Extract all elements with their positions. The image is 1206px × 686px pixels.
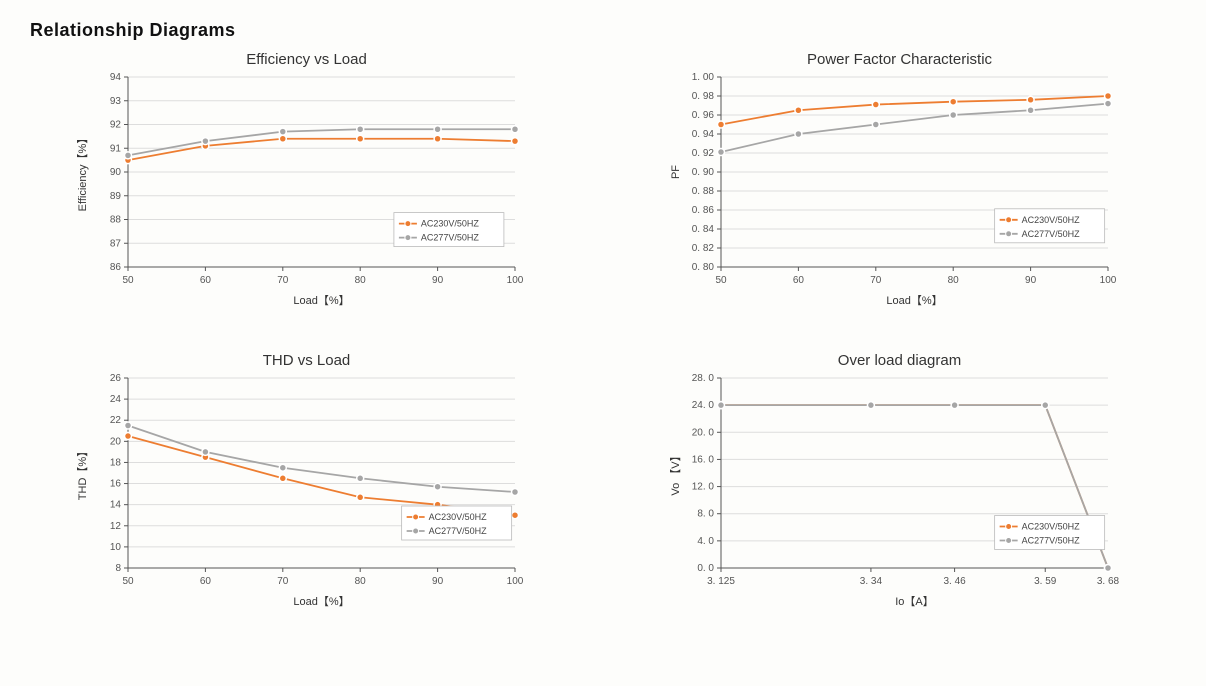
svg-text:3. 59: 3. 59	[1034, 576, 1057, 587]
svg-text:AC277V/50HZ: AC277V/50HZ	[1022, 536, 1081, 546]
svg-text:90: 90	[110, 167, 122, 178]
svg-text:50: 50	[122, 275, 134, 286]
svg-text:Load【%】: Load【%】	[293, 294, 349, 307]
chart-svg: 8 10 12 14 16 18 20 22 24 26 50 60 70 80 90 100 Load【%】 T…	[70, 373, 530, 613]
svg-text:100: 100	[507, 576, 524, 587]
svg-text:22: 22	[110, 415, 122, 426]
svg-text:0. 90: 0. 90	[692, 167, 715, 178]
svg-text:50: 50	[122, 576, 134, 587]
svg-text:0. 94: 0. 94	[692, 129, 715, 140]
svg-text:AC277V/50HZ: AC277V/50HZ	[429, 526, 488, 536]
svg-text:AC230V/50HZ: AC230V/50HZ	[1022, 522, 1081, 532]
svg-text:0. 92: 0. 92	[692, 148, 715, 159]
chart-overload: Over load diagram 0. 0 4. 0 8. 0 12. 0 16. 0…	[663, 352, 1136, 613]
page-title: Relationship Diagrams	[30, 20, 1176, 41]
svg-text:91: 91	[110, 143, 122, 154]
svg-text:0. 82: 0. 82	[692, 243, 715, 254]
svg-text:80: 80	[355, 275, 367, 286]
svg-text:3. 68: 3. 68	[1097, 576, 1120, 587]
svg-text:8. 0: 8. 0	[697, 509, 714, 520]
svg-text:0. 88: 0. 88	[692, 186, 715, 197]
svg-text:8: 8	[115, 563, 121, 574]
svg-text:28. 0: 28. 0	[692, 373, 715, 384]
svg-text:50: 50	[715, 275, 727, 286]
svg-text:60: 60	[200, 275, 212, 286]
svg-text:3. 125: 3. 125	[707, 576, 735, 587]
svg-text:89: 89	[110, 191, 122, 202]
svg-text:AC230V/50HZ: AC230V/50HZ	[1022, 215, 1081, 225]
svg-text:Load【%】: Load【%】	[886, 294, 942, 307]
svg-text:87: 87	[110, 238, 122, 249]
chart-thd: THD vs Load 8 10 12 14 16 18 20 22 24 26 50 60 70 80 9…	[70, 352, 543, 613]
chart-pf: Power Factor Characteristic 0. 800. 820.…	[663, 51, 1136, 312]
chart-svg: 0. 0 4. 0 8. 0 12. 0 16. 0 20. 0 24. 0 28. 0 3. …	[663, 373, 1123, 613]
svg-text:0. 98: 0. 98	[692, 91, 715, 102]
svg-text:24: 24	[110, 394, 122, 405]
chart-efficiency: Efficiency vs Load 86 87 88 89 90 91 92 93 94 50 6…	[70, 51, 543, 312]
svg-text:0. 96: 0. 96	[692, 110, 715, 121]
svg-text:93: 93	[110, 96, 122, 107]
svg-text:10: 10	[110, 542, 122, 553]
svg-text:80: 80	[355, 576, 367, 587]
svg-text:0. 80: 0. 80	[692, 262, 715, 273]
page: Relationship Diagrams Efficiency vs Load…	[0, 0, 1206, 686]
svg-text:90: 90	[1025, 275, 1037, 286]
svg-text:PF: PF	[670, 165, 682, 179]
svg-text:92: 92	[110, 120, 122, 131]
svg-text:THD【%】: THD【%】	[76, 446, 89, 500]
svg-text:60: 60	[200, 576, 212, 587]
svg-text:AC230V/50HZ: AC230V/50HZ	[421, 219, 480, 229]
svg-text:26: 26	[110, 373, 122, 384]
svg-text:Io【A】: Io【A】	[895, 595, 934, 608]
svg-text:86: 86	[110, 262, 122, 273]
chart-svg: 0. 80 0. 82 0. 84 0. 86 0. 88 0. 90 0. 92 0. 94…	[663, 72, 1123, 312]
svg-text:88: 88	[110, 215, 122, 226]
svg-text:14: 14	[110, 500, 122, 511]
svg-text:Vo 【V】: Vo 【V】	[669, 450, 682, 495]
svg-text:16: 16	[110, 479, 122, 490]
svg-text:Load【%】: Load【%】	[293, 595, 349, 608]
svg-text:0. 0: 0. 0	[697, 563, 714, 574]
svg-text:100: 100	[1100, 275, 1117, 286]
svg-text:Efficiency【%】: Efficiency【%】	[76, 133, 89, 212]
svg-text:20: 20	[110, 436, 122, 447]
svg-text:20. 0: 20. 0	[692, 427, 715, 438]
svg-text:4. 0: 4. 0	[697, 536, 714, 547]
charts-grid: Efficiency vs Load 86 87 88 89 90 91 92 93 94 50 6…	[30, 51, 1176, 613]
svg-text:24. 0: 24. 0	[692, 400, 715, 411]
svg-text:70: 70	[870, 275, 882, 286]
svg-text:1. 00: 1. 00	[692, 72, 715, 83]
chart-title: Over load diagram	[663, 352, 1136, 369]
chart-title: Power Factor Characteristic	[663, 51, 1136, 68]
svg-text:80: 80	[948, 275, 960, 286]
svg-text:12: 12	[110, 521, 122, 532]
chart-title: THD vs Load	[70, 352, 543, 369]
svg-text:12. 0: 12. 0	[692, 482, 715, 493]
svg-text:94: 94	[110, 72, 122, 83]
svg-text:70: 70	[277, 275, 289, 286]
svg-text:3. 34: 3. 34	[860, 576, 883, 587]
chart-title: Efficiency vs Load	[70, 51, 543, 68]
svg-text:16. 0: 16. 0	[692, 454, 715, 465]
svg-text:AC230V/50HZ: AC230V/50HZ	[429, 512, 488, 522]
svg-text:60: 60	[793, 275, 805, 286]
svg-text:70: 70	[277, 576, 289, 587]
svg-text:100: 100	[507, 275, 524, 286]
svg-text:AC277V/50HZ: AC277V/50HZ	[1022, 229, 1081, 239]
svg-text:0. 86: 0. 86	[692, 205, 715, 216]
svg-text:90: 90	[432, 576, 444, 587]
svg-text:18: 18	[110, 457, 122, 468]
svg-text:90: 90	[432, 275, 444, 286]
svg-text:AC277V/50HZ: AC277V/50HZ	[421, 233, 480, 243]
svg-text:3. 46: 3. 46	[943, 576, 966, 587]
svg-text:0. 84: 0. 84	[692, 224, 715, 235]
chart-svg: 86 87 88 89 90 91 92 93 94 50 60 70 80 90 100 Load【%】 Ef…	[70, 72, 530, 312]
